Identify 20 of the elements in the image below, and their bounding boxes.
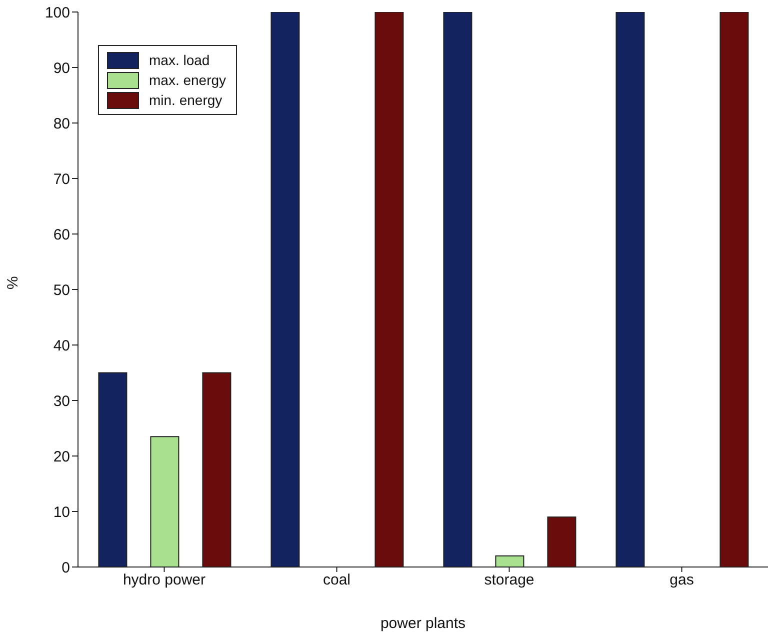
y-tick-label: 50: [53, 282, 70, 299]
y-tick-label: 20: [53, 448, 70, 466]
x-tick-label: storage: [484, 572, 534, 589]
y-tick-label: 10: [53, 504, 70, 521]
x-tick-label: hydro power: [122, 572, 206, 589]
y-tick-label: 70: [53, 170, 70, 188]
x-axis-title: power plants: [380, 615, 466, 632]
y-tick-label: 40: [53, 337, 70, 354]
y-tick-label: 80: [53, 115, 70, 132]
y-tick-label: 30: [53, 392, 70, 410]
x-tick-label: gas: [670, 572, 694, 589]
x-tick-label: coal: [322, 572, 351, 589]
y-axis-title: %: [4, 276, 22, 290]
legend-label: max. load: [149, 52, 210, 68]
y-tick-label: 100: [44, 4, 70, 22]
y-tick-label: 60: [53, 226, 70, 244]
legend-label: max. energy: [149, 72, 226, 88]
y-tick-label: 90: [53, 60, 70, 77]
y-tick-label: 0: [62, 559, 70, 576]
legend-label: min. energy: [149, 92, 222, 108]
